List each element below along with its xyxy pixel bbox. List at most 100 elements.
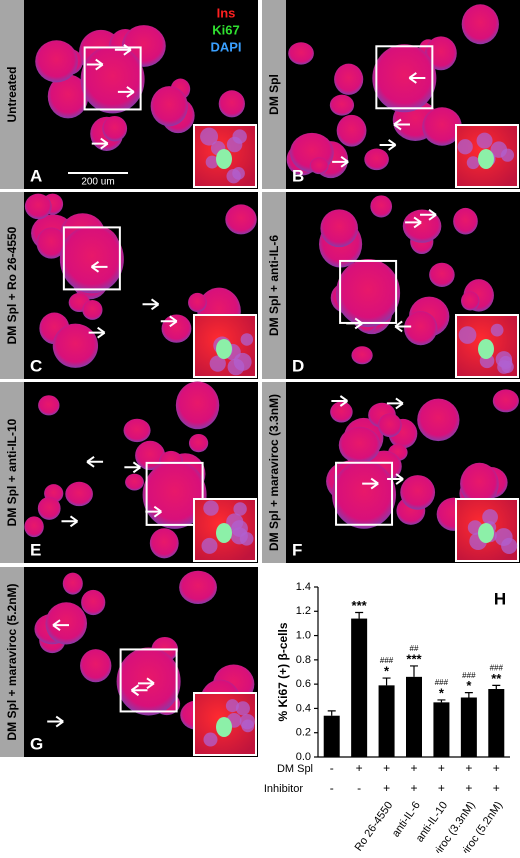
islet	[188, 433, 209, 453]
nucleus	[232, 129, 247, 144]
ki67-nucleus	[478, 523, 494, 543]
bar	[406, 676, 422, 757]
islet	[80, 45, 145, 114]
nucleus	[203, 500, 219, 516]
label-strip	[262, 192, 286, 379]
arrow-head	[388, 139, 397, 151]
islet	[179, 570, 217, 604]
inset	[455, 314, 519, 378]
panel-label: DM Spl + Ro 26-4550	[5, 226, 19, 344]
nucleus	[240, 333, 254, 346]
row-value: +	[410, 761, 417, 775]
arrow-head	[90, 261, 100, 273]
islet	[329, 94, 355, 116]
zoom-box	[145, 461, 204, 526]
zoom-box	[83, 46, 142, 111]
nucleus	[201, 537, 218, 554]
bar	[378, 685, 395, 757]
nucleus	[457, 139, 473, 155]
significance: *	[384, 664, 390, 679]
error-bar	[464, 692, 473, 698]
row-value: -	[357, 781, 361, 795]
error-bar	[437, 699, 446, 703]
islet	[404, 311, 438, 346]
label-strip	[0, 0, 24, 189]
islet	[309, 157, 329, 175]
nucleus	[494, 528, 513, 546]
islet	[59, 225, 124, 294]
error-bar	[327, 710, 336, 716]
islet	[24, 516, 44, 538]
islet	[102, 115, 128, 142]
row-value: +	[465, 761, 472, 775]
image-panel: DM Spl + anti-IL-6 D	[262, 192, 520, 379]
zoom-box	[339, 259, 398, 324]
y-tick-label: 1.2	[296, 605, 311, 617]
bar	[323, 715, 340, 757]
islet	[422, 107, 462, 146]
inset	[193, 692, 257, 756]
ki67-nucleus	[478, 149, 494, 169]
image-panel: DM Spl B	[262, 0, 520, 189]
panel-label: Untreated	[5, 66, 19, 122]
islet	[81, 589, 106, 616]
panel-letter: C	[30, 356, 42, 375]
inset	[193, 498, 257, 562]
arrow-head	[86, 455, 95, 468]
arrow-head	[126, 86, 135, 98]
row-value: +	[356, 761, 363, 775]
arrow-head	[393, 118, 402, 131]
arrow-head	[153, 505, 162, 518]
ki67-nucleus	[216, 149, 232, 169]
bar	[488, 689, 505, 757]
row-label: Inhibitor	[264, 783, 303, 795]
zoom-box	[119, 648, 178, 713]
arrow-head	[95, 58, 104, 71]
arrow-head	[428, 208, 437, 221]
y-tick-label: 0.4	[296, 702, 311, 714]
significance: *	[439, 685, 445, 700]
row-value: -	[330, 761, 334, 775]
nucleus	[232, 167, 245, 180]
y-tick-label: 1.4	[296, 581, 311, 593]
nucleus	[203, 732, 218, 747]
islet	[336, 258, 401, 327]
significance: ***	[406, 651, 422, 666]
row-value: +	[465, 781, 472, 795]
islet	[175, 381, 220, 430]
row-value: +	[383, 761, 390, 775]
islet	[372, 44, 437, 113]
islet	[288, 42, 314, 65]
zoom-box	[375, 45, 434, 110]
arrow-head	[97, 326, 106, 339]
islet	[36, 227, 67, 259]
zoom-box	[62, 226, 121, 291]
significance: ###	[435, 678, 449, 687]
y-tick-label: 0.0	[296, 751, 311, 763]
significance: ###	[462, 671, 476, 680]
inset	[455, 498, 519, 562]
inset	[193, 314, 257, 378]
panel-letter: F	[292, 540, 302, 559]
islet	[320, 209, 359, 248]
islet	[82, 299, 103, 320]
row-value: +	[383, 781, 390, 795]
nucleus	[225, 699, 239, 713]
islet	[377, 413, 402, 438]
arrow-head	[394, 320, 403, 333]
islet	[332, 460, 397, 529]
panel-letter: A	[30, 166, 42, 185]
arrow-head	[100, 137, 109, 150]
x-tick-label: Ro 26-4550	[353, 800, 396, 853]
panel-label: DM Spl + maraviroc (5.2nM)	[5, 583, 19, 740]
islet	[417, 398, 460, 442]
arrow-head	[370, 477, 379, 490]
nucleus	[241, 719, 255, 733]
panel-label: DM Spl + maraviroc (3.3nM)	[267, 394, 281, 551]
panel-label: DM Spl + anti-IL-6	[267, 235, 281, 336]
panel-label: DM Spl + anti-IL-10	[5, 418, 19, 526]
y-tick-label: 0.6	[296, 678, 311, 690]
arrow-head	[130, 684, 140, 697]
islet	[80, 649, 112, 683]
